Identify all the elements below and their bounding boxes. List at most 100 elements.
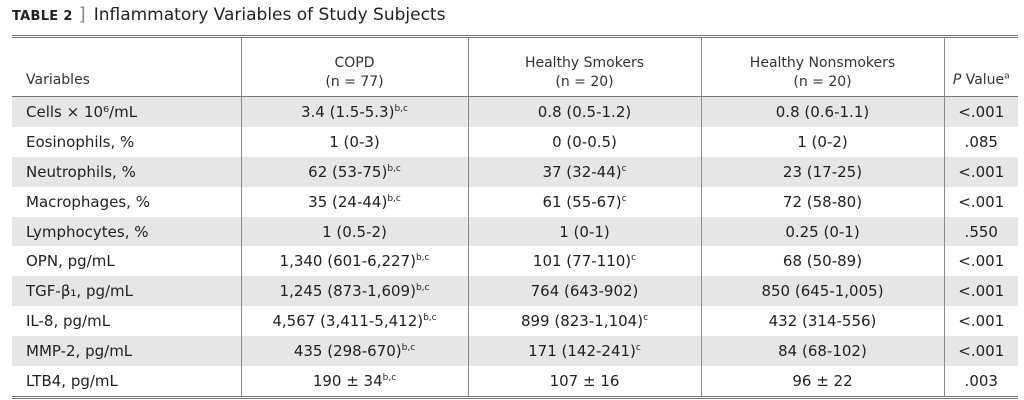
- cell-healthy-smokers: 101 (77-110)c: [467, 246, 701, 277]
- table-row: LTB4, pg/mL 190 ± 34b,c 107 ± 16 96 ± 22.00…: [12, 366, 1018, 399]
- p-rest: Value: [961, 72, 1005, 88]
- table-row: Lymphocytes, % 1 (0.5-2) 1 (0-1) 0.25 (0-1)…: [12, 216, 1018, 247]
- cell-copd: 35 (24-44)b,c: [240, 186, 468, 217]
- cell-copd-footnote: b,c: [401, 343, 416, 354]
- cell-copd: 190 ± 34b,c: [240, 366, 468, 399]
- table-body: Cells × 10⁶/mL 3.4 (1.5-5.3)b,c 0.8 (0.5-1…: [12, 96, 1018, 399]
- cell-smokers-value: 0.8 (0.5-1.2): [537, 102, 632, 121]
- cell-healthy-smokers: 0.8 (0.5-1.2): [467, 96, 701, 127]
- cell-p-value: .550: [943, 216, 1018, 247]
- cell-copd: 1,340 (601-6,227)b,c: [240, 246, 468, 277]
- cell-copd-value: 1,245 (873-1,609): [279, 282, 416, 301]
- cell-healthy-smokers: 171 (142-241)c: [467, 336, 701, 367]
- cell-smokers-footnote: c: [631, 253, 637, 264]
- cell-smokers-footnote: c: [621, 193, 627, 204]
- header-smokers-n: (n = 20): [555, 74, 614, 90]
- table-label: TABLE 2: [12, 9, 73, 24]
- cell-p-value: <.001: [943, 156, 1018, 187]
- table-row: OPN, pg/mL 1,340 (601-6,227)b,c 101 (77-11…: [12, 246, 1018, 277]
- table-caption: TABLE 2 ] Inflammatory Variables of Stud…: [12, 4, 445, 28]
- cell-copd-footnote: b,c: [423, 313, 437, 324]
- cell-p-value: <.001: [943, 96, 1018, 127]
- cell-healthy-nonsmokers: 96 ± 22: [700, 366, 944, 399]
- cell-p-value: <.001: [943, 246, 1018, 277]
- cell-variable: IL-8, pg/mL: [26, 312, 111, 331]
- cell-copd-footnote: b,c: [394, 103, 408, 114]
- cell-copd-value: 3.4 (1.5-5.3): [301, 102, 395, 121]
- cell-copd-footnote: b,c: [415, 253, 430, 264]
- cell-healthy-smokers: 107 ± 16: [467, 366, 701, 399]
- cell-copd-value: 4,567 (3,411-5,412): [272, 312, 424, 331]
- cell-p-value: .003: [943, 366, 1018, 399]
- header-copd-name: COPD: [334, 55, 375, 71]
- cell-p-value: <.001: [943, 336, 1018, 367]
- cell-smokers-value: 1 (0-1): [559, 222, 610, 241]
- header-nonsmokers-name: Healthy Nonsmokers: [749, 55, 896, 71]
- cell-copd-value: 62 (53-75): [308, 162, 388, 181]
- p-footnote: a: [1004, 71, 1010, 82]
- cell-smokers-value: 107 ± 16: [549, 371, 620, 390]
- cell-copd: 1,245 (873-1,609)b,c: [240, 276, 468, 307]
- header-nonsmokers-n: (n = 20): [793, 74, 852, 90]
- cell-variable: LTB4, pg/mL: [12, 366, 241, 399]
- cell-smokers-footnote: c: [635, 343, 641, 354]
- cell-variable: Eosinophils, %: [26, 132, 135, 151]
- cell-copd: 1 (0.5-2): [240, 216, 468, 247]
- header-copd: COPD (n = 77): [240, 36, 468, 97]
- cell-variable: MMP-2, pg/mL: [12, 336, 241, 367]
- cell-healthy-smokers: 61 (55-67)c: [467, 186, 701, 217]
- cell-healthy-smokers: 899 (823-1,104)c: [467, 306, 701, 337]
- header-variables: Variables: [12, 36, 241, 97]
- header-p-value: P Valuea: [943, 36, 1018, 97]
- cell-variable: Cells × 10⁶/mL: [12, 96, 241, 127]
- table-row: Macrophages, % 35 (24-44)b,c 61 (55-67)c 72…: [12, 186, 1018, 217]
- cell-copd: 435 (298-670)b,c: [240, 336, 468, 367]
- data-table: Variables COPD (n = 77) Healthy Smokers …: [12, 35, 1018, 399]
- table-row: IL-8, pg/mL 4,567 (3,411-5,412)b,c 899 (82…: [12, 306, 1018, 337]
- cell-smokers-value: 764 (643-902): [530, 282, 639, 301]
- caption-bracket: ]: [78, 4, 86, 25]
- cell-healthy-nonsmokers: 1 (0-2): [700, 126, 944, 157]
- table-row: TGF-β₁, pg/mL 1,245 (873-1,609)b,c 764 (64…: [12, 276, 1018, 307]
- cell-p-value: <.001: [943, 276, 1018, 307]
- cell-copd-value: 190 ± 34: [312, 371, 383, 390]
- cell-copd-footnote: b,c: [382, 372, 397, 383]
- cell-copd: 3.4 (1.5-5.3)b,c: [240, 96, 468, 127]
- cell-healthy-smokers: 37 (32-44)c: [467, 156, 701, 187]
- cell-healthy-nonsmokers: 68 (50-89): [700, 246, 944, 277]
- cell-smokers-value: 899 (823-1,104): [520, 312, 644, 331]
- cell-copd-value: 1 (0-3): [329, 132, 380, 151]
- cell-smokers-value: 171 (142-241): [528, 342, 636, 361]
- header-smokers-name: Healthy Smokers: [524, 55, 645, 71]
- cell-copd-value: 1 (0.5-2): [322, 222, 387, 241]
- cell-variable: OPN, pg/mL: [26, 252, 115, 271]
- table-row: Neutrophils, % 62 (53-75)b,c 37 (32-44)c 23…: [12, 156, 1018, 187]
- cell-copd: 4,567 (3,411-5,412)b,c: [240, 306, 468, 337]
- cell-healthy-nonsmokers: 850 (645-1,005): [700, 276, 944, 307]
- header-healthy-smokers: Healthy Smokers (n = 20): [467, 36, 701, 97]
- cell-healthy-smokers: 1 (0-1): [467, 216, 701, 247]
- cell-p-value: <.001: [943, 186, 1018, 217]
- cell-healthy-smokers: 0 (0-0.5): [467, 126, 701, 157]
- cell-copd-footnote: b,c: [415, 283, 430, 294]
- cell-smokers-value: 101 (77-110): [532, 252, 632, 271]
- cell-healthy-smokers: 764 (643-902): [467, 276, 701, 307]
- p-italic: P: [952, 72, 962, 88]
- table-row: MMP-2, pg/mL 435 (298-670)b,c 171 (142-241…: [12, 336, 1018, 367]
- cell-healthy-nonsmokers: 432 (314-556): [700, 306, 944, 337]
- cell-copd-footnote: b,c: [387, 163, 401, 174]
- cell-copd-value: 35 (24-44): [308, 192, 388, 211]
- cell-healthy-nonsmokers: 23 (17-25): [700, 156, 944, 187]
- header-healthy-nonsmokers: Healthy Nonsmokers (n = 20): [700, 36, 944, 97]
- cell-smokers-value: 37 (32-44): [542, 162, 622, 181]
- cell-healthy-nonsmokers: 0.25 (0-1): [700, 216, 944, 247]
- cell-variable: TGF-β₁, pg/mL: [12, 276, 241, 307]
- cell-smokers-value: 61 (55-67): [542, 192, 622, 211]
- cell-p-value: <.001: [943, 306, 1018, 337]
- header-row: Variables COPD (n = 77) Healthy Smokers …: [12, 36, 1018, 97]
- cell-copd-value: 435 (298-670): [293, 342, 402, 361]
- cell-variable: Lymphocytes, %: [12, 216, 241, 247]
- cell-variable: Macrophages, %: [26, 192, 150, 211]
- table-row: Cells × 10⁶/mL 3.4 (1.5-5.3)b,c 0.8 (0.5-1…: [12, 96, 1018, 127]
